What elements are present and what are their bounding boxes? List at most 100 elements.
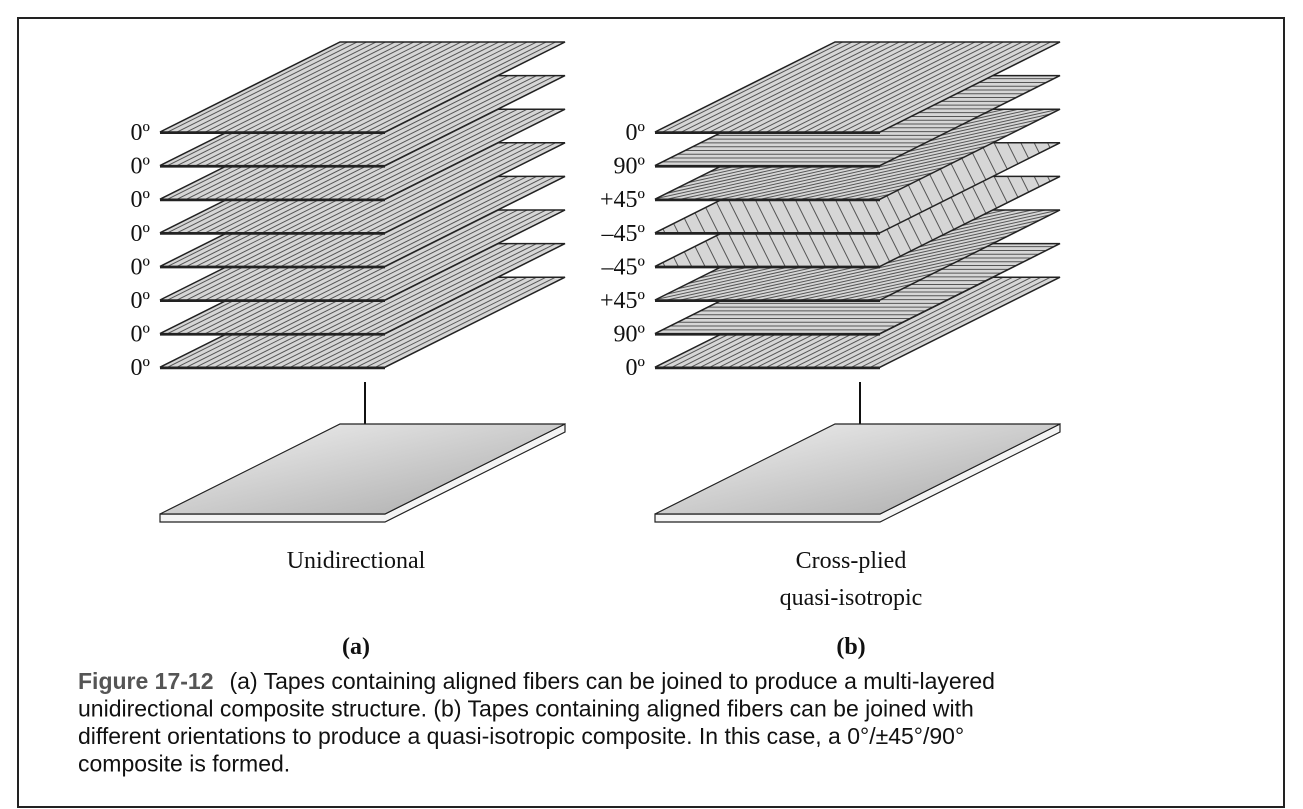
fiber xyxy=(572,0,1292,267)
fiber xyxy=(294,45,1303,300)
fiber xyxy=(68,0,788,301)
fiber xyxy=(58,41,778,401)
fiber xyxy=(392,70,1303,325)
ply-label: 0º xyxy=(131,355,151,381)
fiber xyxy=(516,0,1236,267)
fiber xyxy=(0,0,674,267)
fiber xyxy=(199,113,1303,368)
ply-label: 0º xyxy=(131,187,151,213)
fiber xyxy=(591,142,1303,502)
fiber xyxy=(106,41,826,401)
caption-line: different orientations to produce a quas… xyxy=(78,723,964,749)
fiber xyxy=(58,142,778,502)
fiber xyxy=(115,98,1261,353)
figure-number: Figure 17-12 xyxy=(78,668,214,694)
caption-text: unidirectional composite structure. (b) … xyxy=(78,696,974,722)
fiber xyxy=(20,0,740,267)
fiber xyxy=(223,108,1303,363)
fiber xyxy=(39,0,759,267)
fiber xyxy=(476,18,1303,273)
ply-label: –45º xyxy=(601,254,646,280)
fiber xyxy=(106,8,826,368)
fiber xyxy=(294,146,1303,401)
fiber xyxy=(293,43,1303,298)
fiber xyxy=(295,48,1303,303)
ply-label: 0º xyxy=(131,322,151,348)
fiber xyxy=(103,134,1249,389)
fiber xyxy=(0,0,712,267)
fiber xyxy=(58,0,778,267)
fiber xyxy=(96,0,816,267)
fiber xyxy=(151,124,1297,379)
fiber xyxy=(77,8,797,368)
panel-label: Unidirectional xyxy=(287,548,426,574)
fiber xyxy=(68,41,788,401)
ply-label: 90º xyxy=(614,154,646,180)
fiber xyxy=(91,137,1237,392)
fiber xyxy=(497,0,1217,267)
fiber xyxy=(87,8,807,368)
fiber xyxy=(416,65,1303,320)
fiber xyxy=(534,0,1254,267)
fiber xyxy=(106,142,826,502)
fiber xyxy=(77,0,797,301)
fiber xyxy=(553,0,1273,267)
fiber xyxy=(2,0,722,267)
fiber xyxy=(68,0,788,334)
fiber xyxy=(127,129,1273,384)
fiber xyxy=(468,0,1188,267)
fiber xyxy=(476,52,1303,307)
fiber xyxy=(187,82,1303,337)
fiber xyxy=(0,0,627,267)
laminate-top xyxy=(654,423,1061,515)
fiber xyxy=(301,160,1303,415)
fiber xyxy=(175,85,1303,340)
laminate-top xyxy=(159,423,566,515)
fiber xyxy=(68,0,788,267)
fiber xyxy=(544,0,1264,267)
ply-label: 0º xyxy=(131,288,151,314)
fiber xyxy=(440,26,1303,281)
fiber xyxy=(175,118,1303,373)
panel-label: Cross-plied xyxy=(796,548,907,574)
fiber xyxy=(199,79,1303,334)
fiber xyxy=(299,56,1303,311)
fiber xyxy=(464,21,1303,276)
fiber xyxy=(416,31,1303,286)
fiber xyxy=(553,142,1273,502)
fiber xyxy=(582,142,1302,502)
fiber xyxy=(58,0,778,334)
fiber xyxy=(380,39,1303,294)
ply-label: 90º xyxy=(614,322,646,348)
fiber xyxy=(428,29,1303,284)
ply-label: 0º xyxy=(626,120,646,146)
fiber xyxy=(68,142,788,502)
fiber xyxy=(0,0,646,267)
fiber xyxy=(303,165,1303,420)
fiber xyxy=(306,170,1303,425)
fiber xyxy=(563,142,1283,502)
fiber xyxy=(525,0,1245,267)
caption-text: composite is formed. xyxy=(78,751,290,777)
fiber xyxy=(404,68,1303,323)
caption-text: (a) Tapes containing aligned fibers can … xyxy=(230,668,995,694)
fiber xyxy=(163,121,1303,376)
fiber xyxy=(211,77,1303,332)
fiber xyxy=(0,0,665,267)
fiber xyxy=(115,132,1261,387)
fiber xyxy=(163,88,1303,343)
fiber xyxy=(601,142,1303,502)
fiber xyxy=(87,0,807,267)
fiber xyxy=(295,149,1303,404)
fiber xyxy=(58,109,778,469)
ply-label: 0º xyxy=(131,221,151,247)
fiber xyxy=(106,0,826,334)
fiber xyxy=(106,0,826,267)
panel-label: quasi-isotropic xyxy=(780,585,923,611)
fiber xyxy=(96,75,816,435)
fiber xyxy=(302,162,1303,417)
fiber xyxy=(11,0,731,267)
ply-label: 0º xyxy=(626,355,646,381)
caption-line: unidirectional composite structure. (b) … xyxy=(78,696,974,722)
